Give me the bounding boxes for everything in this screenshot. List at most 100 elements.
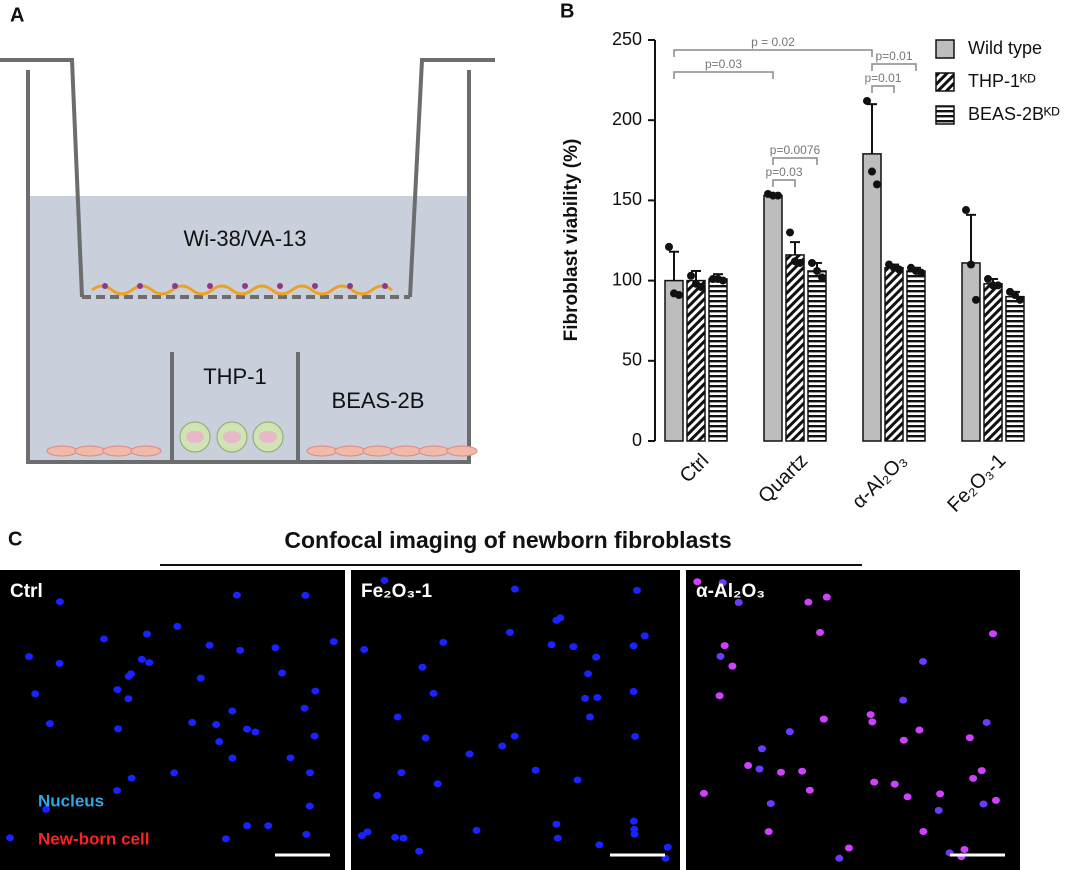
cells: [46, 283, 478, 457]
bar: [862, 153, 882, 442]
nucleus: [693, 578, 702, 586]
nucleus: [965, 734, 974, 742]
nucleus: [715, 692, 724, 700]
nucleus: [439, 638, 448, 646]
nucleus: [969, 774, 978, 782]
significance-bracket: [871, 85, 895, 93]
cell-label: BEAS-2B: [332, 388, 425, 413]
nucleus: [357, 832, 366, 840]
fibroblast-nucleus: [172, 283, 178, 289]
bar: [906, 270, 926, 442]
nucleus: [552, 820, 561, 828]
nucleus: [764, 828, 773, 836]
nucleus: [6, 834, 15, 842]
nucleus: [991, 796, 1000, 804]
nucleus: [124, 672, 133, 680]
panel-label: C: [8, 528, 22, 550]
significance-bracket: [673, 71, 774, 79]
nucleus: [629, 817, 638, 825]
nucleus: [415, 847, 424, 855]
nucleus: [188, 718, 197, 726]
nucleus: [363, 828, 372, 836]
image-label: Fe₂O₃-1: [361, 581, 433, 602]
legend-swatch: [935, 72, 955, 92]
p-value: p=0.01: [864, 71, 901, 85]
data-point: [818, 273, 826, 282]
epithelial-cell: [362, 445, 394, 457]
bar: [785, 254, 805, 442]
nucleus: [979, 800, 988, 808]
nucleus: [785, 728, 794, 736]
nucleus: [243, 822, 252, 830]
epithelial-cell: [418, 445, 450, 457]
nucleus: [472, 826, 481, 834]
nucleus: [720, 642, 729, 650]
nucleus: [55, 598, 64, 606]
nucleus: [915, 726, 924, 734]
nucleus: [310, 732, 319, 740]
nucleus: [301, 591, 310, 599]
x-tick-label: Ctrl: [676, 450, 714, 488]
nucleus: [584, 670, 593, 678]
data-point: [1016, 295, 1024, 304]
nucleus: [278, 669, 287, 677]
nucleus: [776, 768, 785, 776]
nucleus: [25, 653, 34, 661]
data-point: [972, 295, 980, 304]
image-label: α-Al₂O₃: [696, 581, 765, 602]
nucleus: [573, 776, 582, 784]
nucleus: [734, 598, 743, 606]
bar: [686, 279, 706, 442]
data-point: [967, 260, 975, 269]
nucleus: [45, 720, 54, 728]
insert-wall: [0, 58, 84, 298]
nucleus: [629, 642, 638, 650]
nucleus: [982, 718, 991, 726]
nucleus: [510, 585, 519, 593]
fibroblast-nucleus: [382, 283, 388, 289]
p-value: p=0.03: [705, 57, 742, 71]
y-axis-label: Fibroblast viability (%): [561, 139, 582, 342]
nucleus: [868, 718, 877, 726]
nucleus: [934, 806, 943, 814]
fibroblast-nucleus: [277, 283, 283, 289]
p-value: p=0.03: [765, 165, 802, 179]
nucleus: [421, 734, 430, 742]
bar: [983, 283, 1003, 442]
nucleus: [919, 657, 928, 665]
nucleus: [977, 767, 986, 775]
nucleus: [251, 728, 260, 736]
nucleus: [205, 641, 214, 649]
nucleus: [212, 721, 221, 729]
data-point: [917, 268, 925, 277]
y-tick-label: 150: [612, 189, 642, 209]
fibroblast-nucleus: [207, 283, 213, 289]
bar: [1005, 295, 1025, 442]
data-point: [687, 271, 695, 280]
nucleus: [903, 793, 912, 801]
nucleus: [137, 655, 146, 663]
legend-label: New-born cell: [38, 829, 149, 848]
nucleus: [757, 745, 766, 753]
panel-label: A: [10, 4, 24, 26]
nucleus: [498, 742, 507, 750]
nucleus: [306, 769, 315, 777]
y-tick-label: 100: [612, 269, 642, 289]
nucleus: [391, 833, 400, 841]
nucleus: [595, 841, 604, 849]
bar: [961, 262, 981, 442]
nucleus: [822, 593, 831, 601]
fibroblast-nucleus: [347, 283, 353, 289]
nucleus: [632, 586, 641, 594]
nucleus: [835, 854, 844, 862]
nucleus: [393, 713, 402, 721]
bar: [763, 194, 783, 442]
nucleus: [629, 688, 638, 696]
nucleus: [465, 750, 474, 758]
nucleus: [271, 644, 280, 652]
nucleus: [844, 844, 853, 852]
significance-bracket: [772, 157, 818, 165]
data-point: [873, 180, 881, 189]
nucleus: [360, 646, 369, 654]
nucleus: [145, 659, 154, 667]
